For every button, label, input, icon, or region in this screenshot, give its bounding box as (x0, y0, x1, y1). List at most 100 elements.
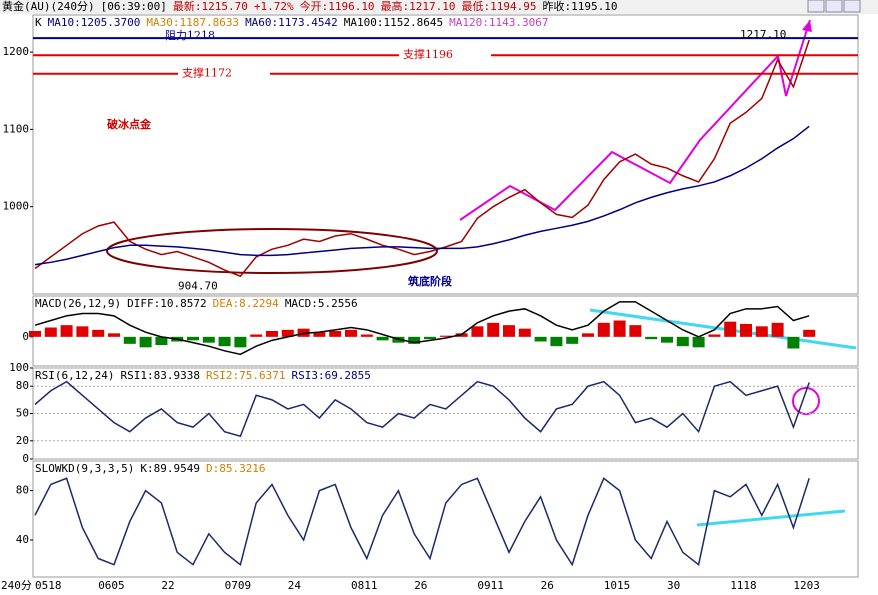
panel-frame (32, 460, 859, 578)
panel-header: MACD(26,12,9) (35, 297, 121, 310)
panel-header: K (35, 16, 42, 29)
macd-bar (503, 325, 515, 337)
level-label-bg (399, 46, 491, 65)
y-tick-label: 0 (22, 452, 29, 465)
panel-header: MA120:1143.3067 (449, 16, 548, 29)
x-tick-label: 0811 (351, 579, 378, 592)
panel-header: RSI3:69.2855 (291, 369, 370, 382)
quote-item: [06:39:00] (101, 0, 167, 13)
quote-item: 昨收:1195.10 (543, 0, 618, 13)
panel-header: MA30:1187.8633 (146, 16, 239, 29)
toolbar-buttons[interactable] (807, 0, 861, 13)
macd-bar (155, 336, 168, 345)
y-tick-label: 0 (22, 330, 29, 343)
quote-item: 今开:1196.10 (300, 0, 375, 13)
kd-trend-line (696, 509, 846, 527)
macd-bar (439, 335, 452, 337)
extreme-label: 904.70 (178, 279, 218, 292)
macd-bar (692, 336, 705, 348)
macd-bar (740, 324, 752, 337)
panel-header: MACD:5.2556 (285, 297, 358, 310)
macd-divergence-line (589, 308, 857, 350)
macd-bar (518, 328, 531, 337)
macd-bar (44, 327, 57, 337)
panel-frame (32, 14, 859, 295)
x-tick-label: 0518 (35, 579, 62, 592)
quote-item: +1.72% (254, 0, 294, 13)
y-tick-label: 80 (16, 484, 29, 497)
macd-bar (29, 331, 41, 337)
x-tick-label: 1203 (793, 579, 820, 592)
macd-bar (755, 326, 768, 337)
panel-header: D:85.3216 (206, 462, 266, 475)
macd-bar (676, 336, 689, 347)
level-label: 阻力1218 (165, 29, 215, 42)
macd-bar (534, 336, 547, 342)
series-line (34, 380, 810, 438)
macd-bar (787, 336, 800, 349)
macd-bar (60, 325, 73, 337)
macd-bar (582, 333, 594, 337)
annotation: 破冰点金 (107, 117, 152, 131)
macd-bar (329, 331, 342, 337)
panel-header: RSI1:83.9338 (120, 369, 199, 382)
quote-bar (0, 0, 878, 14)
macd-bar (92, 329, 105, 337)
macd-bar (629, 325, 642, 337)
macd-bar (234, 336, 247, 348)
macd-bar (266, 331, 278, 337)
panel-header: SLOWKD(9,3,3,5) (35, 462, 134, 475)
x-tick-label: 24 (288, 579, 302, 592)
panel-header: RSI2:75.6371 (206, 369, 285, 382)
x-tick-label: 26 (541, 579, 554, 592)
macd-bar (218, 336, 231, 347)
x-tick-label: 22 (161, 579, 174, 592)
y-tick-label: 1200 (3, 45, 30, 58)
panel-header: MA10:1205.3700 (48, 16, 141, 29)
macd-bar (108, 333, 120, 337)
quote-item: 最高:1217.10 (381, 0, 456, 13)
macd-bar (613, 320, 626, 337)
button-right[interactable] (843, 0, 861, 13)
x-tick-label: 26 (414, 579, 427, 592)
button-left[interactable] (825, 0, 843, 13)
macd-bar (424, 336, 436, 340)
macd-bar (471, 326, 484, 337)
y-tick-label: 1000 (3, 200, 30, 213)
y-tick-label: 40 (16, 533, 29, 546)
extreme-label: 1217.10 (740, 28, 786, 41)
macd-bar (139, 336, 152, 348)
macd-bar (771, 322, 784, 337)
quote-item: 黄金(AU)(240分) (2, 0, 95, 13)
y-tick-label: 80 (16, 379, 29, 392)
macd-bar (566, 336, 579, 344)
macd-bar (487, 322, 500, 337)
y-tick-label: 100 (9, 361, 29, 374)
macd-bar (187, 336, 199, 341)
x-tick-label: 0709 (225, 579, 252, 592)
y-tick-label: 50 (16, 407, 29, 420)
macd-bar (597, 322, 610, 337)
macd-bar (123, 336, 136, 344)
macd-bar (202, 336, 215, 343)
macd-bar (708, 334, 721, 337)
macd-bar (313, 332, 326, 337)
macd-bar (645, 336, 658, 340)
macd-bar (281, 329, 294, 337)
quote-item: 最低:1194.95 (462, 0, 537, 13)
series-line (34, 301, 810, 356)
y-tick-label: 1100 (3, 122, 30, 135)
macd-bar (360, 334, 373, 337)
quote-item: 最新:1215.70 (173, 0, 248, 13)
x-tick-label: 30 (667, 579, 680, 592)
x-axis-label: 240分 (1, 579, 32, 592)
y-tick-label: 20 (16, 434, 29, 447)
x-tick-label: 0605 (98, 579, 125, 592)
level-label: 支撑1172 (182, 66, 232, 80)
series-line (34, 477, 810, 567)
panel-header: DEA:8.2294 (213, 297, 280, 310)
x-tick-label: 1118 (730, 579, 757, 592)
macd-bar (250, 334, 263, 337)
button-up[interactable] (807, 0, 825, 13)
